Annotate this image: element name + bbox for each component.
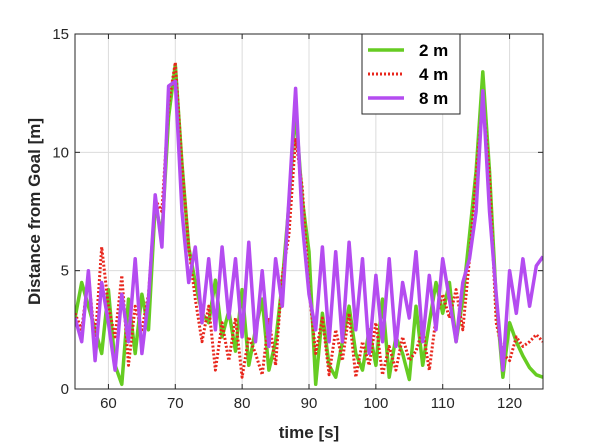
legend-box [361,33,461,115]
x-tick-label: 70 [167,395,184,412]
y-axis-label: Distance from Goal [m] [25,118,44,305]
legend-label: 4 m [419,65,448,84]
y-tick-label: 10 [52,144,69,161]
ticks: 60 70 80 90 100 110 120 0 5 10 15 [52,26,543,412]
series-line-3 [75,79,543,372]
x-tick-label: 90 [301,395,318,412]
y-tick-label: 0 [61,381,69,398]
x-tick-label: 100 [363,395,388,412]
legend-label: 8 m [419,89,448,108]
x-axis-label: time [s] [279,423,339,442]
x-tick-label: 80 [234,395,251,412]
x-tick-label: 120 [497,395,522,412]
y-tick-label: 15 [52,26,69,43]
legend: 2 m 4 m 8 m [361,33,461,115]
legend-label: 2 m [419,41,448,60]
x-tick-label: 60 [100,395,117,412]
x-tick-label: 110 [431,395,455,412]
y-tick-label: 5 [61,263,69,280]
series-layer [75,60,543,387]
